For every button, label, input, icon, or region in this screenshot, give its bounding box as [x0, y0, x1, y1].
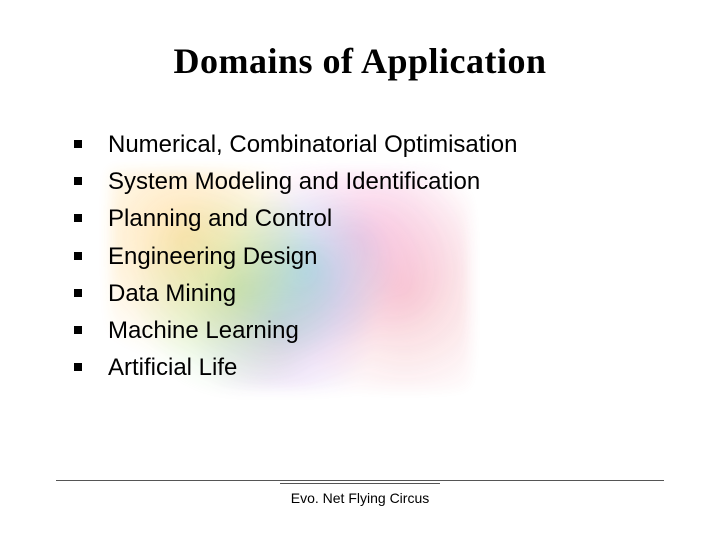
bullet-list: Numerical, Combinatorial Optimisation Sy…: [56, 126, 664, 386]
square-bullet-icon: [74, 326, 82, 334]
square-bullet-icon: [74, 252, 82, 260]
divider-line-short: [280, 483, 440, 484]
square-bullet-icon: [74, 363, 82, 371]
square-bullet-icon: [74, 214, 82, 222]
list-item: System Modeling and Identification: [74, 163, 664, 200]
list-item-label: Machine Learning: [108, 317, 299, 344]
list-item-label: Numerical, Combinatorial Optimisation: [108, 131, 517, 158]
list-item-label: System Modeling and Identification: [108, 168, 480, 195]
list-item: Artificial Life: [74, 349, 664, 386]
divider-line: [56, 480, 664, 481]
list-item: Engineering Design: [74, 238, 664, 275]
slide-footer: Evo. Net Flying Circus: [56, 480, 664, 506]
slide-title: Domains of Application: [56, 40, 664, 82]
square-bullet-icon: [74, 140, 82, 148]
footer-text: Evo. Net Flying Circus: [56, 490, 664, 506]
square-bullet-icon: [74, 177, 82, 185]
list-item: Data Mining: [74, 275, 664, 312]
list-item: Planning and Control: [74, 200, 664, 237]
list-item-label: Engineering Design: [108, 243, 317, 270]
square-bullet-icon: [74, 289, 82, 297]
slide-content: Domains of Application Numerical, Combin…: [0, 0, 720, 540]
list-item-label: Artificial Life: [108, 354, 237, 381]
list-item: Machine Learning: [74, 312, 664, 349]
list-item-label: Data Mining: [108, 280, 236, 307]
list-item: Numerical, Combinatorial Optimisation: [74, 126, 664, 163]
list-item-label: Planning and Control: [108, 205, 332, 232]
